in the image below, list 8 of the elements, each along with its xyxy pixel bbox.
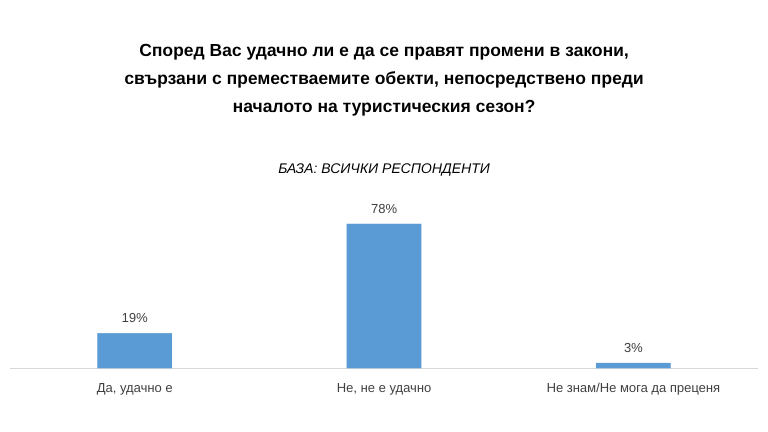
data-label: 78% [370,200,398,216]
data-label: 3% [624,340,644,355]
chart-title: Според Вас удачно ли е да се правят промени в закони, свързани с преместваемите обекти, непосредствено преди началото на туристическия сезон? [123,39,645,118]
chart-subtitle: БАЗА: ВСИЧКИ РЕСПОНДЕНТИ [277,160,491,176]
data-label: 19% [122,310,148,326]
x-tick-label: Не, не е удачно [336,380,432,395]
x-tick-label: Не знам/Не мога да преценя [546,380,720,395]
x-tick-label: Да, удачно е [96,380,173,395]
